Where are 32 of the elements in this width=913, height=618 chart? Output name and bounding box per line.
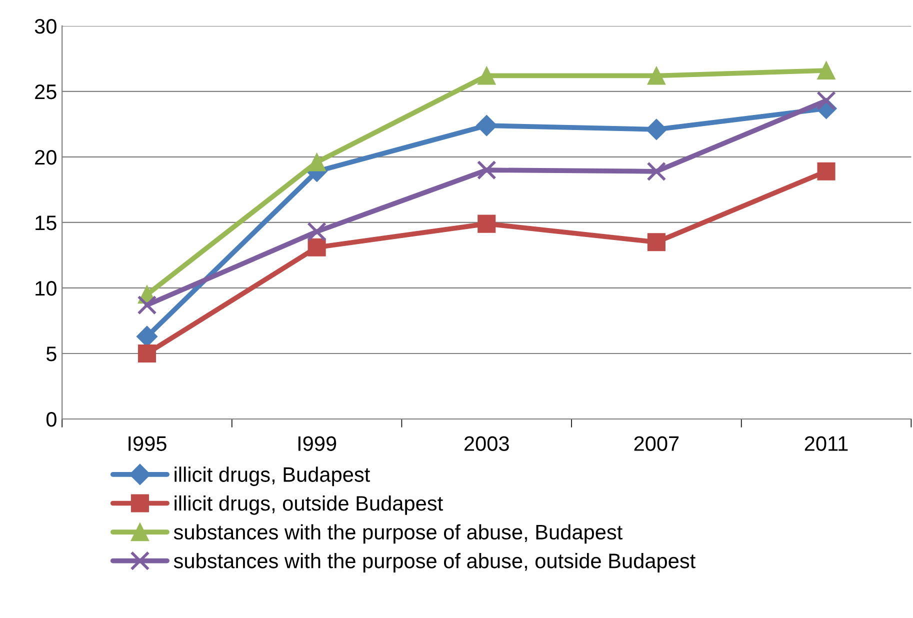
point [478,214,496,233]
x-tick-label: 2007 [634,436,679,451]
legend-label: illicit drugs, outside Budapest [174,495,443,515]
point [817,61,836,80]
point [137,295,157,315]
point [308,153,326,172]
legend-label: substances with the purpose of abuse, outside Budapest [174,553,696,572]
point [646,118,667,140]
point [138,344,156,363]
x-tick-label: 2011 [804,436,848,451]
y-tick-label: 30 [34,18,56,34]
x-tick-label: I999 [298,436,336,451]
x-tick-label: 2003 [464,436,509,451]
point [647,233,666,252]
y-tick-label: 20 [35,150,56,165]
point [817,162,836,180]
point [308,238,326,256]
point [307,222,327,242]
point [478,66,496,85]
y-tick-label: 15 [36,216,56,230]
y-tick-label: 25 [35,84,56,100]
point [816,90,836,110]
y-tick-label: 0 [46,412,56,427]
y-tick-label: 10 [36,280,56,296]
point [646,162,666,182]
point [476,160,496,180]
y-tick-label: 5 [46,346,56,362]
point [476,115,498,136]
legend-label: illicit drugs, Budapest [174,466,370,486]
legend-label: substances with the purpose of abuse, Budapest [174,524,623,544]
point [647,66,666,85]
x-tick-label: I995 [128,436,166,451]
